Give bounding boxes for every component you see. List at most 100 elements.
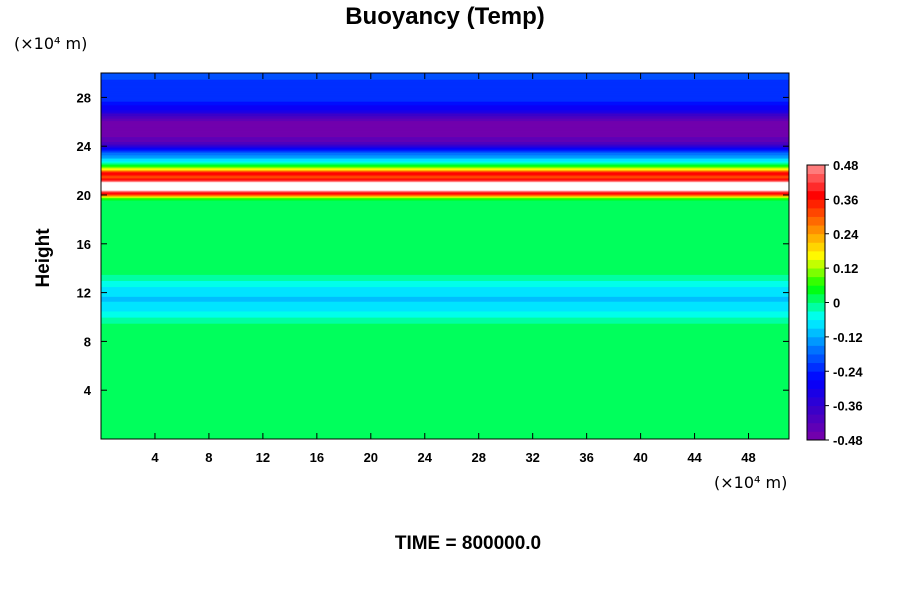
heatmap-band [101, 351, 789, 353]
heatmap-band [101, 166, 789, 169]
heatmap-band [101, 219, 789, 222]
heatmap-band [101, 85, 789, 88]
heatmap-band [101, 182, 789, 185]
heatmap-band [101, 158, 789, 161]
heatmap-band [101, 115, 789, 118]
heatmap-band [101, 402, 789, 405]
heatmap-band [101, 186, 789, 189]
heatmap-band [101, 181, 789, 184]
colorbar [807, 165, 825, 441]
heatmap-band [101, 207, 789, 210]
heatmap-band [101, 313, 789, 316]
heatmap-band [101, 317, 789, 319]
heatmap-band [101, 434, 789, 436]
colorbar-swatch [807, 225, 825, 235]
heatmap-band [101, 188, 789, 191]
heatmap-band [101, 223, 789, 225]
heatmap-band [101, 171, 789, 174]
y-tick-label: 20 [77, 188, 91, 203]
heatmap-band [101, 229, 789, 231]
colorbar-swatch [807, 319, 825, 329]
heatmap-band [101, 307, 789, 310]
heatmap-band [101, 349, 789, 352]
heatmap-band [101, 257, 789, 260]
heatmap-band [101, 429, 789, 432]
heatmap-band [101, 301, 789, 303]
heatmap-band [101, 224, 789, 227]
heatmap-band [101, 303, 789, 306]
colorbar-tick-label: -0.24 [833, 364, 863, 379]
heatmap-band [101, 147, 789, 150]
heatmap-band [101, 195, 789, 197]
heatmap-band [101, 375, 789, 378]
colorbar-swatch [807, 379, 825, 389]
heatmap-band [101, 432, 789, 435]
heatmap-band [101, 359, 789, 362]
heatmap-band [101, 268, 789, 271]
heatmap-band [101, 131, 789, 134]
x-tick-label: 48 [741, 450, 755, 465]
heatmap-band [101, 285, 789, 288]
heatmap-band [101, 225, 789, 228]
heatmap-band [101, 280, 789, 283]
colorbar-tick-label: 0.48 [833, 158, 858, 173]
x-tick-label: 20 [364, 450, 378, 465]
heatmap-band [101, 77, 789, 80]
colorbar-swatch [807, 422, 825, 432]
heatmap-band [101, 79, 789, 81]
heatmap-band [101, 262, 789, 264]
colorbar-swatch [807, 336, 825, 346]
heatmap-band [101, 154, 789, 157]
x-tick-label: 24 [418, 450, 433, 465]
heatmap-band [101, 368, 789, 371]
heatmap-band [101, 319, 789, 322]
heatmap-band [101, 413, 789, 416]
heatmap-band [101, 209, 789, 212]
y-tick-label: 8 [84, 334, 91, 349]
heatmap-band [101, 227, 789, 230]
heatmap-band [101, 140, 789, 142]
heatmap-band [101, 176, 789, 179]
heatmap-band [101, 352, 789, 355]
heatmap-band [101, 306, 789, 308]
heatmap-band [101, 74, 789, 77]
heatmap-band [101, 246, 789, 249]
heatmap-band [101, 435, 789, 438]
heatmap-band [101, 76, 789, 79]
heatmap-band [101, 314, 789, 317]
heatmap-band [101, 326, 789, 329]
y-tick-label: 4 [84, 383, 92, 398]
heatmap-band [101, 130, 789, 133]
heatmap-band [101, 124, 789, 127]
heatmap-band [101, 424, 789, 427]
heatmap-band [101, 170, 789, 173]
heatmap-band [101, 110, 789, 113]
heatmap-band [101, 309, 789, 312]
heatmap-band [101, 274, 789, 277]
heatmap-band [101, 419, 789, 422]
colorbar-swatch [807, 362, 825, 372]
heatmap-band [101, 245, 789, 247]
heatmap-band [101, 208, 789, 211]
heatmap-band [101, 259, 789, 262]
heatmap-band [101, 281, 789, 284]
heatmap-band [101, 406, 789, 408]
heatmap-band [101, 324, 789, 327]
heatmap-band [101, 157, 789, 159]
heatmap-band [101, 127, 789, 130]
heatmap-band [101, 290, 789, 292]
heatmap-band [101, 155, 789, 158]
heatmap-band [101, 251, 789, 253]
heatmap-band [101, 321, 789, 324]
heatmap-band [101, 175, 789, 178]
heatmap-band [101, 241, 789, 244]
heatmap-band [101, 101, 789, 103]
colorbar-ticks: 0.48 0.36 0.24 0.12 0 -0.12 -0.24 -0.36 -0.48 [825, 158, 863, 448]
colorbar-tick-label: 0.36 [833, 192, 858, 207]
colorbar-swatch [807, 259, 825, 269]
x-tick-label: 16 [310, 450, 324, 465]
heatmap-band [101, 363, 789, 366]
x-tick-label: 32 [525, 450, 539, 465]
heatmap-band [101, 197, 789, 200]
heatmap-band [101, 263, 789, 266]
